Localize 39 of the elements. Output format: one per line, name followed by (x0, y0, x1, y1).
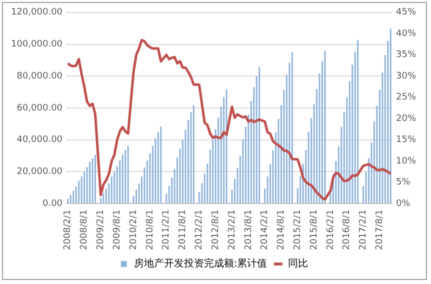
x-tick-label: 2009/2/1 (96, 210, 106, 250)
y-tick-label: 20,000.00 (16, 167, 63, 178)
y-tick-label: 40,000.00 (16, 135, 63, 146)
x-tick-label: 2008/2/1 (63, 210, 74, 250)
x-tick-label: 2012/8/1 (210, 210, 221, 250)
x-tick-label: 2008/8/1 (80, 210, 90, 250)
y2-tick-label: 40% (396, 28, 416, 39)
y-tick-label: 80,000.00 (16, 71, 63, 82)
y-tick-label: 60,000.00 (16, 103, 63, 114)
legend-label: 同比 (288, 258, 308, 270)
y2-tick-label: 30% (396, 71, 416, 82)
y2-tick-label: 15% (396, 135, 416, 146)
x-tick-label: 2016/8/1 (342, 210, 352, 250)
y2-tick-label: 45% (396, 8, 416, 18)
x-tick-label: 2011/2/1 (162, 210, 172, 250)
y2-tick-label: 5% (396, 178, 411, 188)
x-tick-label: 2017/2/1 (358, 210, 369, 250)
y2-tick-label: 10% (396, 156, 416, 166)
y2-tick-label: 0% (396, 198, 411, 209)
x-tick-label: 2014/8/1 (276, 210, 287, 250)
x-tick-label: 2010/8/1 (145, 210, 156, 250)
x-tick-label: 2011/8/1 (178, 210, 188, 250)
y2-tick-label: 20% (396, 114, 416, 124)
y2-tick-label: 35% (396, 50, 416, 60)
x-tick-label: 2013/8/1 (244, 210, 254, 250)
y-tick-label: 0.00 (42, 198, 63, 209)
x-tick-label: 2013/2/1 (227, 210, 238, 250)
y2-tick-label: 25% (396, 92, 416, 103)
x-tick-label: 2009/8/1 (112, 210, 122, 250)
y-tick-label: 120,000.00 (11, 8, 63, 18)
x-tick-label: 2016/2/1 (326, 210, 336, 250)
x-tick-label: 2017/8/1 (375, 210, 386, 250)
x-tick-label: 2014/2/1 (260, 210, 270, 250)
legend-label: 房地产开发投资完成额:累计值 (134, 258, 268, 270)
x-tick-label: 2015/2/1 (292, 210, 303, 250)
y-tick-label: 100,000.00 (11, 40, 63, 50)
x-tick-label: 2012/2/1 (194, 210, 205, 250)
x-tick-label: 2015/8/1 (309, 210, 320, 250)
x-tick-label: 2010/2/1 (128, 210, 139, 250)
